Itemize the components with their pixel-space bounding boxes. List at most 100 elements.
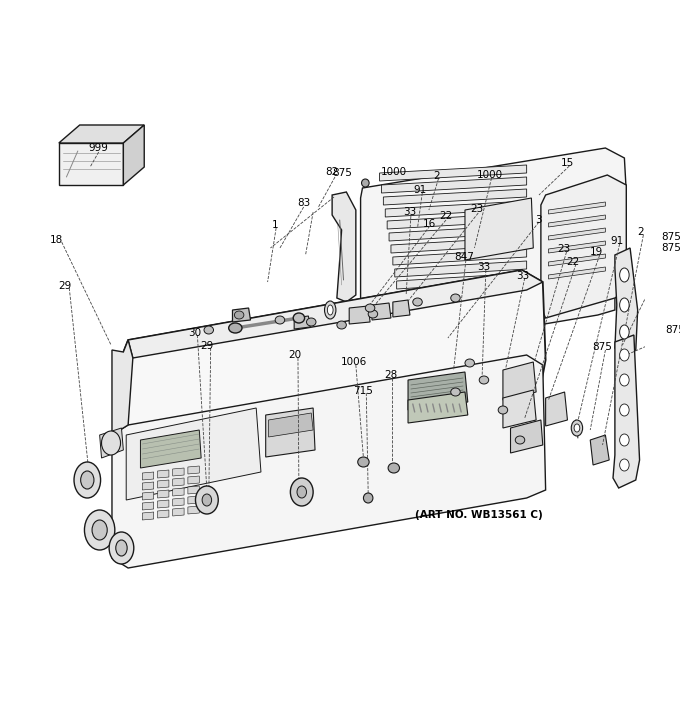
Ellipse shape — [327, 305, 333, 315]
Polygon shape — [387, 213, 526, 229]
Text: 29: 29 — [58, 281, 71, 291]
Polygon shape — [393, 300, 410, 317]
Polygon shape — [350, 306, 370, 324]
Ellipse shape — [619, 459, 629, 471]
Text: 23: 23 — [471, 204, 484, 214]
Text: 91: 91 — [413, 185, 427, 195]
Text: 33: 33 — [477, 262, 490, 272]
Ellipse shape — [451, 294, 460, 302]
Polygon shape — [391, 237, 526, 253]
Polygon shape — [158, 480, 169, 488]
Ellipse shape — [365, 304, 375, 312]
Text: 999: 999 — [89, 143, 109, 153]
Polygon shape — [503, 390, 536, 428]
Polygon shape — [384, 189, 526, 205]
Ellipse shape — [619, 268, 629, 282]
Ellipse shape — [74, 462, 101, 498]
Polygon shape — [123, 270, 545, 498]
Polygon shape — [395, 261, 526, 277]
Polygon shape — [549, 228, 605, 240]
Ellipse shape — [388, 463, 399, 473]
Polygon shape — [123, 125, 144, 185]
Polygon shape — [100, 428, 123, 458]
Ellipse shape — [619, 325, 629, 339]
Text: 875: 875 — [332, 168, 352, 178]
Polygon shape — [141, 430, 201, 468]
Polygon shape — [294, 316, 310, 329]
Ellipse shape — [324, 301, 336, 319]
Polygon shape — [396, 273, 526, 289]
Ellipse shape — [368, 310, 377, 318]
Text: 15: 15 — [561, 158, 574, 168]
Polygon shape — [158, 500, 169, 508]
Polygon shape — [541, 175, 626, 318]
Polygon shape — [549, 267, 605, 279]
Ellipse shape — [498, 406, 508, 414]
Ellipse shape — [619, 374, 629, 386]
Polygon shape — [549, 254, 605, 266]
Polygon shape — [59, 143, 123, 185]
Text: 30: 30 — [188, 328, 201, 338]
Polygon shape — [158, 510, 169, 518]
Ellipse shape — [293, 313, 305, 323]
Polygon shape — [465, 198, 533, 260]
Ellipse shape — [619, 298, 629, 312]
Polygon shape — [613, 335, 640, 488]
Polygon shape — [332, 192, 356, 302]
Polygon shape — [590, 435, 609, 465]
Polygon shape — [173, 488, 184, 496]
Polygon shape — [112, 340, 133, 435]
Polygon shape — [142, 502, 154, 510]
Ellipse shape — [297, 486, 307, 498]
Ellipse shape — [337, 321, 346, 329]
Text: 19: 19 — [590, 247, 603, 257]
Text: 33: 33 — [403, 207, 417, 217]
Polygon shape — [173, 498, 184, 506]
Text: 29: 29 — [200, 341, 214, 351]
Ellipse shape — [116, 540, 127, 556]
Polygon shape — [266, 408, 315, 457]
Ellipse shape — [619, 434, 629, 446]
Polygon shape — [188, 506, 199, 514]
Polygon shape — [188, 476, 199, 484]
Ellipse shape — [228, 323, 242, 333]
Polygon shape — [358, 148, 626, 355]
Polygon shape — [545, 392, 567, 426]
Text: 1000: 1000 — [477, 170, 503, 180]
Polygon shape — [351, 308, 370, 320]
Polygon shape — [408, 392, 468, 423]
Text: 875: 875 — [666, 325, 680, 335]
Polygon shape — [173, 478, 184, 486]
Text: 1: 1 — [272, 220, 279, 230]
Text: 875: 875 — [661, 232, 680, 242]
Text: (ART NO. WB13561 C): (ART NO. WB13561 C) — [415, 510, 543, 520]
Polygon shape — [393, 249, 526, 265]
Polygon shape — [142, 482, 154, 490]
Ellipse shape — [204, 326, 214, 334]
Ellipse shape — [109, 532, 134, 564]
Polygon shape — [173, 468, 184, 476]
Polygon shape — [188, 496, 199, 504]
Ellipse shape — [290, 478, 313, 506]
Ellipse shape — [571, 420, 583, 436]
Text: 847: 847 — [454, 252, 474, 262]
Text: 28: 28 — [384, 370, 398, 380]
Text: 875: 875 — [661, 243, 680, 253]
Ellipse shape — [574, 424, 580, 432]
Text: 20: 20 — [288, 350, 302, 360]
Polygon shape — [126, 408, 261, 500]
Text: 3: 3 — [534, 215, 541, 225]
Ellipse shape — [619, 349, 629, 361]
Ellipse shape — [362, 179, 369, 187]
Text: 18: 18 — [50, 235, 63, 245]
Ellipse shape — [619, 404, 629, 416]
Polygon shape — [549, 215, 605, 227]
Ellipse shape — [307, 318, 316, 326]
Ellipse shape — [275, 316, 285, 324]
Polygon shape — [549, 202, 605, 214]
Ellipse shape — [202, 494, 211, 506]
Polygon shape — [112, 355, 545, 568]
Ellipse shape — [413, 298, 422, 306]
Polygon shape — [549, 241, 605, 253]
Text: 83: 83 — [297, 198, 310, 208]
